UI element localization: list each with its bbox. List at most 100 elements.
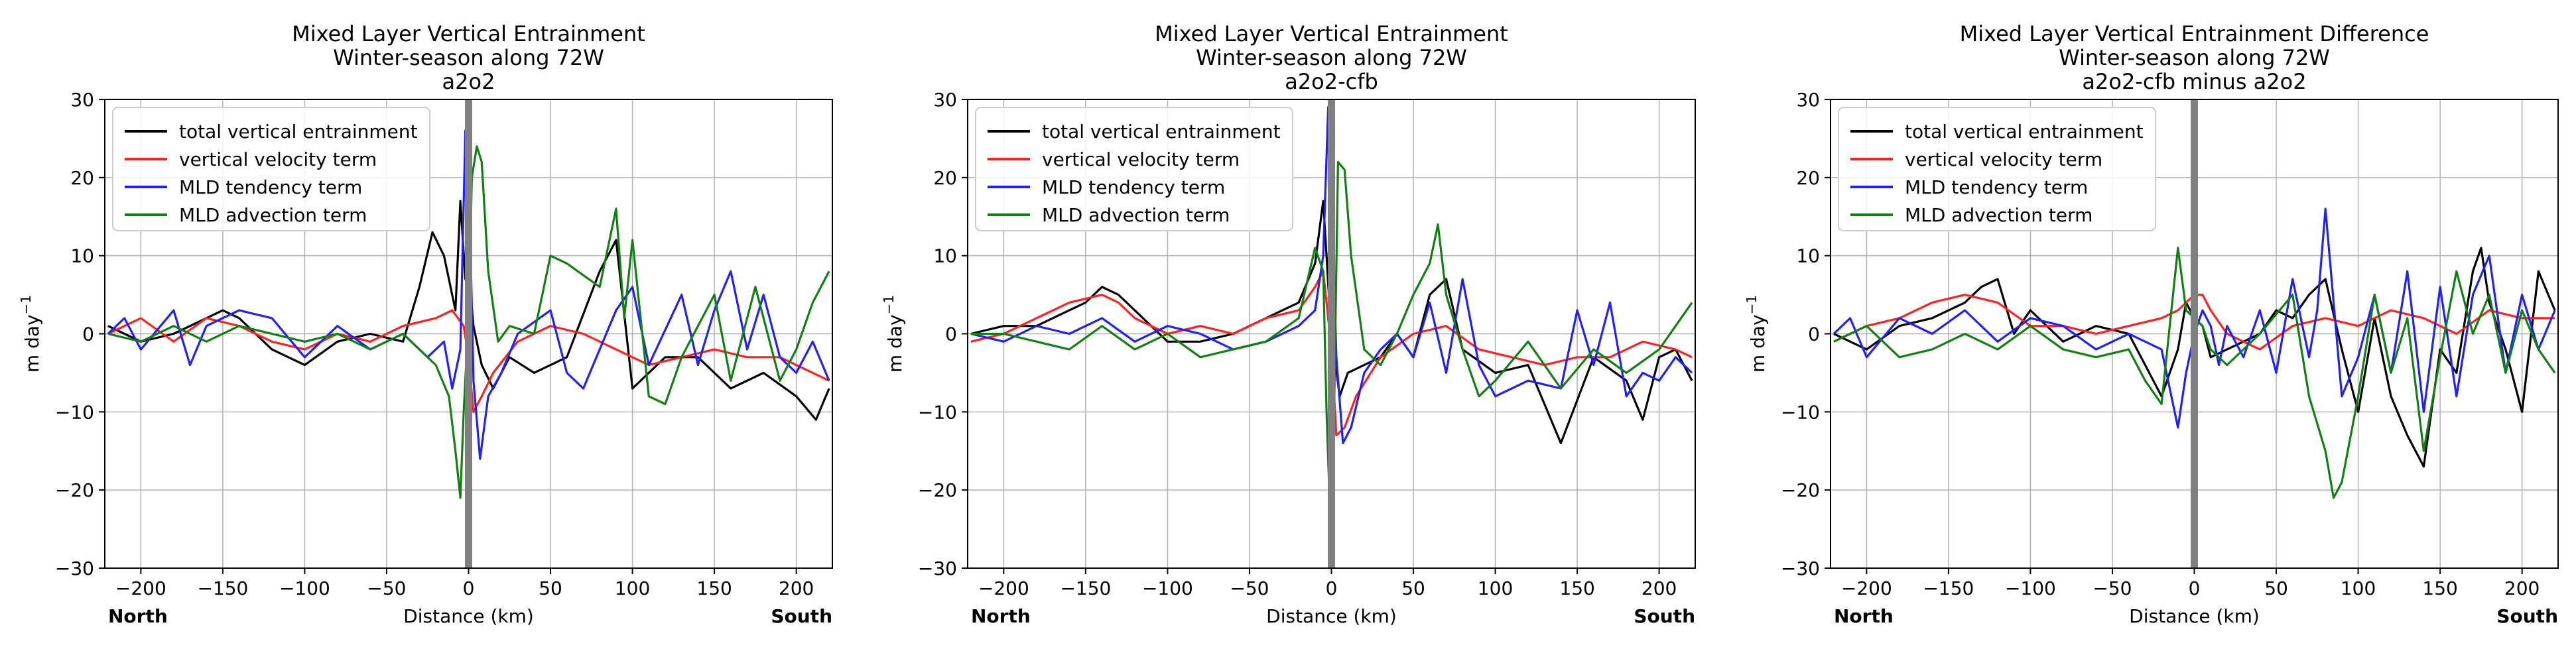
legend-label: MLD tendency term [179,176,362,198]
x-tick-label: −100 [279,577,330,599]
legend-box [975,107,1293,231]
series-line-MLD-tendency-term [970,106,1693,445]
north-label: North [108,605,168,627]
y-tick-label: 10 [1796,245,1820,267]
chart-title-line-1: Mixed Layer Vertical Entrainment [292,21,645,46]
x-tick-label: 0 [1326,577,1338,599]
chart-panel-a2o2: Mixed Layer Vertical EntrainmentWinter-s… [18,21,833,627]
y-tick-label: 20 [1796,167,1820,189]
chart-title-line-2: Winter-season along 72W [1196,45,1467,70]
x-tick-label: 200 [1642,577,1677,599]
chart-title-line-3: a2o2-cfb minus a2o2 [2082,69,2306,94]
series-line-MLD-tendency-term [107,129,830,460]
legend-label: MLD advection term [1042,204,1230,226]
south-label: South [1634,605,1695,627]
x-tick-label: 50 [539,577,562,599]
y-axis-label-exponent: −1 [18,295,34,314]
legend-label: vertical velocity term [1042,148,1240,170]
y-axis-label-exponent: −1 [1744,295,1760,314]
x-tick-label: 100 [2341,577,2376,599]
chart-title-line-3: a2o2 [442,69,495,94]
y-tick-label: −10 [918,401,957,423]
x-tick-label: 0 [2189,577,2201,599]
y-tick-label: 30 [1796,89,1820,111]
x-tick-label: 150 [696,577,732,599]
series-line-MLD-tendency-term [1833,207,2556,429]
legend-label: MLD tendency term [1905,176,2088,198]
y-axis-label-group: m day−1 [881,295,906,373]
y-tick-label: 20 [933,167,957,189]
y-tick-label: −10 [55,401,94,423]
y-tick-label: 30 [70,89,94,111]
x-axis-label: Distance (km) [2129,605,2260,627]
y-tick-label: 20 [70,167,94,189]
y-tick-label: −20 [55,479,94,501]
x-tick-label: 200 [779,577,814,599]
chart-title-line-2: Winter-season along 72W [333,45,604,70]
series-line-MLD-advection-term [107,145,830,499]
legend-label: MLD tendency term [1042,176,1225,198]
south-label: South [771,605,832,627]
legend-label: total vertical entrainment [1042,121,1281,143]
north-label: North [971,605,1031,627]
x-tick-label: −200 [115,577,166,599]
y-axis-label-exponent: −1 [881,295,897,314]
x-axis-label: Distance (km) [403,605,534,627]
x-tick-label: 100 [1478,577,1513,599]
south-label: South [2496,605,2558,627]
x-tick-label: −100 [1142,577,1193,599]
x-tick-label: −50 [2093,577,2132,599]
y-axis-label-unit: m day [21,314,43,373]
y-tick-label: 0 [945,324,957,345]
chart-title-line-1: Mixed Layer Vertical Entrainment Differe… [1960,21,2429,46]
chart-title-line-2: Winter-season along 72W [2059,45,2330,70]
x-tick-label: −100 [2005,577,2056,599]
y-tick-label: −30 [55,558,94,579]
x-tick-label: −50 [1230,577,1269,599]
x-tick-label: 0 [463,577,475,599]
y-tick-label: 10 [70,245,94,267]
legend-box [112,107,430,231]
legend-label: MLD advection term [1905,204,2093,226]
y-tick-label: 0 [82,324,94,345]
x-tick-label: −50 [367,577,406,599]
x-tick-label: 150 [1559,577,1594,599]
y-tick-label: 0 [1808,324,1820,345]
x-tick-label: 100 [615,577,650,599]
x-tick-label: 50 [2264,577,2288,599]
legend-box [1838,107,2156,231]
y-tick-label: −30 [1781,558,1820,579]
chart-panel-a2o2-cfb: Mixed Layer Vertical EntrainmentWinter-s… [881,21,1696,627]
y-axis-label-group: m day−1 [1744,295,1769,373]
legend-label: total vertical entrainment [1905,121,2144,143]
legend-label: total vertical entrainment [179,121,418,143]
y-tick-label: −20 [1781,479,1820,501]
series-line-MLD-advection-term [970,160,1693,507]
x-tick-label: −200 [978,577,1029,599]
y-axis-label-unit: m day [884,314,906,373]
chart-title-line-1: Mixed Layer Vertical Entrainment [1155,21,1508,46]
y-tick-label: 30 [933,89,957,111]
y-axis-label: m day−1 [1744,295,1769,373]
x-tick-label: −200 [1841,577,1892,599]
x-tick-label: −150 [1060,577,1111,599]
y-axis-label-unit: m day [1747,314,1769,373]
chart-panel-difference: Mixed Layer Vertical Entrainment Differe… [1744,21,2559,627]
y-axis-label: m day−1 [18,295,43,373]
y-axis-label-group: m day−1 [18,295,43,373]
y-axis-label: m day−1 [881,295,906,373]
series-line-MLD-advection-term [1833,247,2556,499]
y-tick-label: −10 [1781,401,1820,423]
x-tick-label: −150 [197,577,248,599]
legend-label: MLD advection term [179,204,367,226]
chart-title-line-3: a2o2-cfb [1285,69,1378,94]
north-label: North [1834,605,1894,627]
y-tick-label: 10 [933,245,957,267]
y-tick-label: −30 [918,558,957,579]
legend-label: vertical velocity term [179,148,377,170]
y-tick-label: −20 [918,479,957,501]
x-tick-label: 50 [1401,577,1425,599]
legend-label: vertical velocity term [1905,148,2102,170]
x-tick-label: 200 [2504,577,2540,599]
x-axis-label: Distance (km) [1266,605,1397,627]
